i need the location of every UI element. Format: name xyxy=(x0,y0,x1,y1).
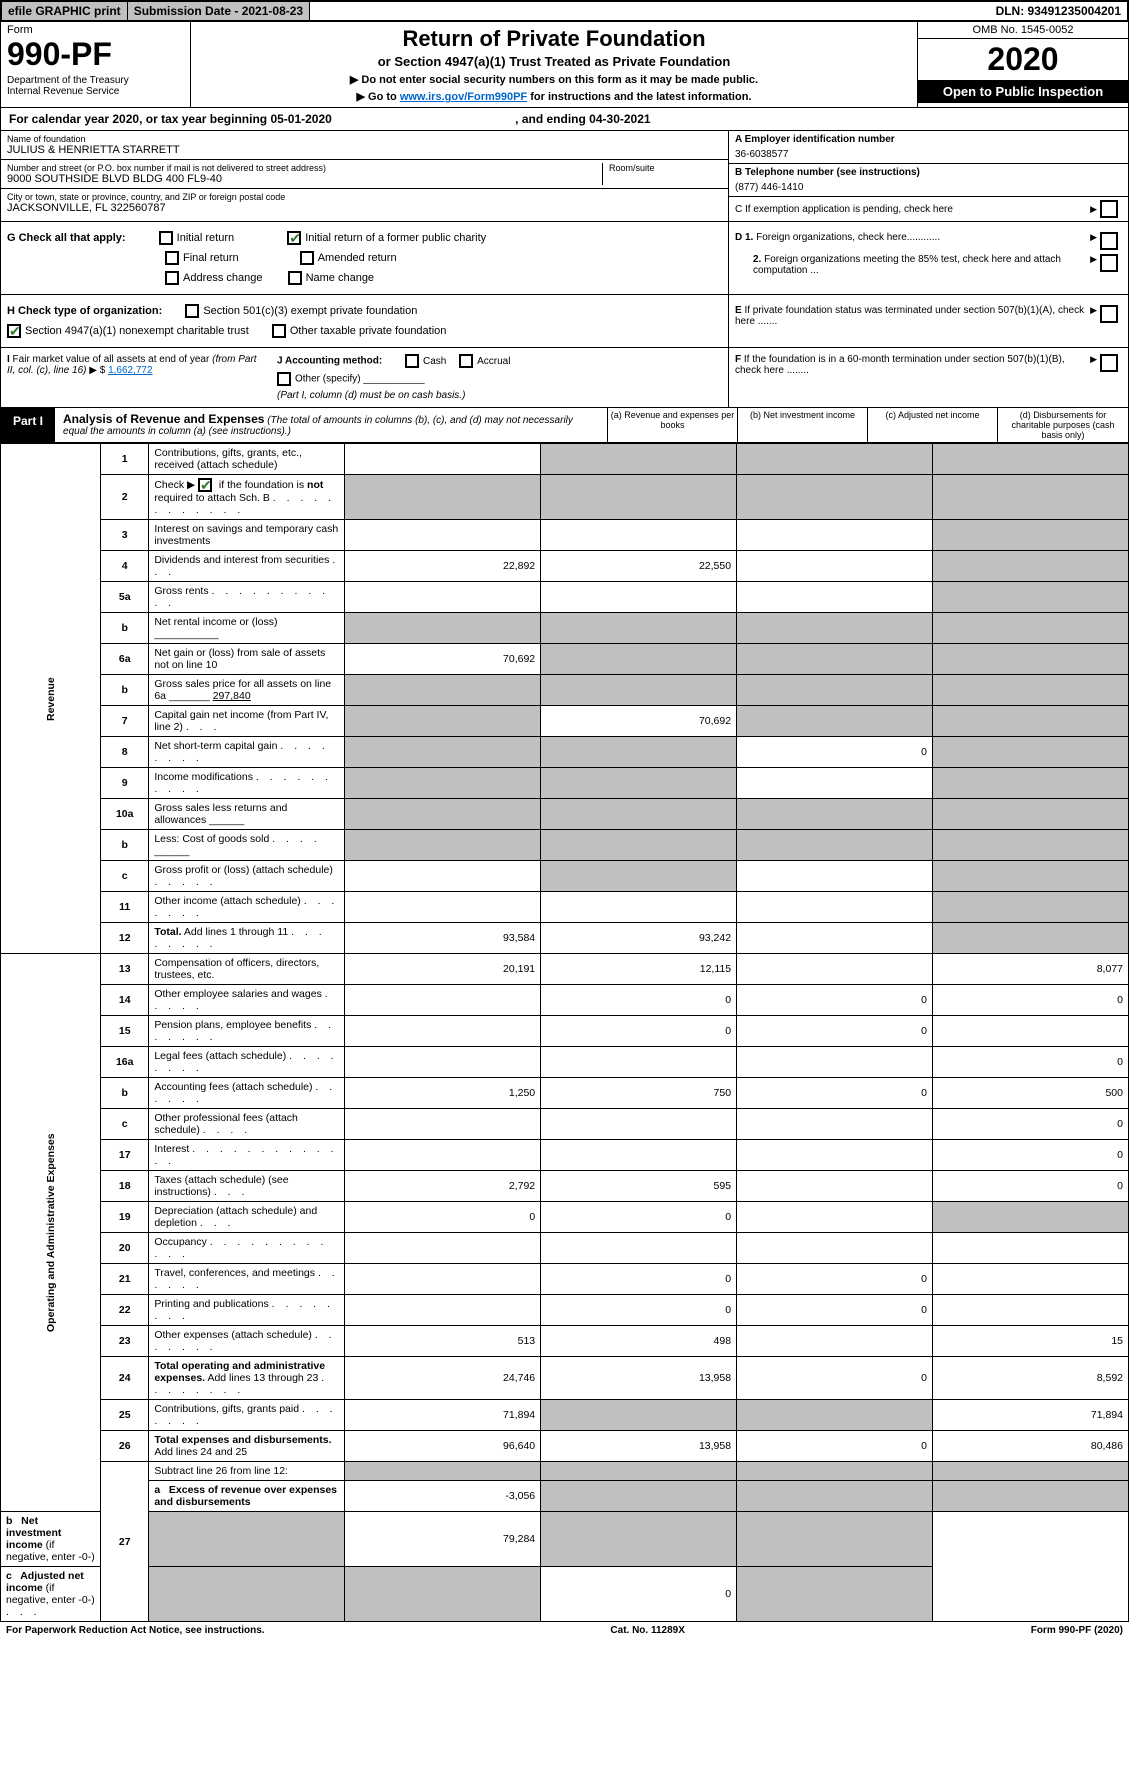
form-number: 990-PF xyxy=(7,36,184,73)
city: JACKSONVILLE, FL 322560787 xyxy=(7,202,722,214)
efile-label[interactable]: efile GRAPHIC print xyxy=(2,2,128,20)
entity-info: Name of foundation JULIUS & HENRIETTA ST… xyxy=(0,131,1129,222)
room-label: Room/suite xyxy=(609,163,722,173)
arrow-icon xyxy=(1090,305,1100,316)
h-block: H Check type of organization: Section 50… xyxy=(0,295,1129,348)
footer-right: Form 990-PF (2020) xyxy=(1031,1625,1123,1636)
footer-mid: Cat. No. 11289X xyxy=(610,1625,684,1636)
col-c-hdr: (c) Adjusted net income xyxy=(868,408,998,442)
e-checkbox[interactable] xyxy=(1100,305,1118,323)
c-label: C If exemption application is pending, c… xyxy=(735,204,1090,215)
name-change-checkbox[interactable] xyxy=(288,271,302,285)
ein-label: A Employer identification number xyxy=(735,134,1122,145)
g-label: G Check all that apply: xyxy=(7,232,126,244)
form-title: Return of Private Foundation xyxy=(195,26,913,52)
d2-checkbox[interactable] xyxy=(1100,254,1118,272)
form-note1: ▶ Do not enter social security numbers o… xyxy=(195,73,913,86)
irs-label: Internal Revenue Service xyxy=(7,86,184,97)
address: 9000 SOUTHSIDE BLVD BLDG 400 FL9-40 xyxy=(7,173,602,185)
schb-checkbox[interactable] xyxy=(198,478,212,492)
col-b-hdr: (b) Net investment income xyxy=(738,408,868,442)
g-block: G Check all that apply: Initial return I… xyxy=(0,222,1129,295)
submission-date: Submission Date - 2021-08-23 xyxy=(128,2,310,20)
s4947-checkbox[interactable] xyxy=(7,324,21,338)
arrow-icon xyxy=(1090,232,1100,243)
top-bar: efile GRAPHIC print Submission Date - 20… xyxy=(0,0,1129,22)
h-label: H Check type of organization: xyxy=(7,305,162,317)
col-a-hdr: (a) Revenue and expenses per books xyxy=(608,408,738,442)
tel-label: B Telephone number (see instructions) xyxy=(735,167,1122,178)
form-link[interactable]: www.irs.gov/Form990PF xyxy=(400,91,527,103)
part1-header: Part I Analysis of Revenue and Expenses … xyxy=(0,408,1129,443)
revenue-side: Revenue xyxy=(1,444,101,954)
dln: DLN: 93491235004201 xyxy=(990,2,1127,20)
s501-checkbox[interactable] xyxy=(185,304,199,318)
part-tag: Part I xyxy=(1,408,55,442)
part1-table: Revenue 1Contributions, gifts, grants, e… xyxy=(0,443,1129,1622)
dept-label: Department of the Treasury xyxy=(7,75,184,86)
col-d-hdr: (d) Disbursements for charitable purpose… xyxy=(998,408,1128,442)
final-checkbox[interactable] xyxy=(165,251,179,265)
ein: 36-6038577 xyxy=(735,149,1122,160)
ij-block: I Fair market value of all assets at end… xyxy=(0,348,1129,408)
tax-year: 2020 xyxy=(918,39,1128,80)
page-footer: For Paperwork Reduction Act Notice, see … xyxy=(0,1622,1129,1639)
initial-checkbox[interactable] xyxy=(159,231,173,245)
telephone: (877) 446-1410 xyxy=(735,182,1122,193)
fmv-link[interactable]: 1,662,772 xyxy=(108,365,153,376)
arrow-icon xyxy=(1090,204,1100,215)
arrow-icon xyxy=(1090,354,1100,376)
amended-checkbox[interactable] xyxy=(300,251,314,265)
addr-label: Number and street (or P.O. box number if… xyxy=(7,163,602,173)
d1-checkbox[interactable] xyxy=(1100,232,1118,250)
foundation-name: JULIUS & HENRIETTA STARRETT xyxy=(7,144,722,156)
form-note2: ▶ Go to www.irs.gov/Form990PF for instru… xyxy=(195,90,913,103)
name-label: Name of foundation xyxy=(7,134,722,144)
other-tax-checkbox[interactable] xyxy=(272,324,286,338)
footer-left: For Paperwork Reduction Act Notice, see … xyxy=(6,1625,265,1636)
other-acct-checkbox[interactable] xyxy=(277,372,291,386)
form-label: Form xyxy=(7,24,184,36)
f-checkbox[interactable] xyxy=(1100,354,1118,372)
open-public: Open to Public Inspection xyxy=(918,80,1128,103)
form-header: Form 990-PF Department of the Treasury I… xyxy=(0,22,1129,108)
city-label: City or town, state or province, country… xyxy=(7,192,722,202)
calendar-year-row: For calendar year 2020, or tax year begi… xyxy=(0,108,1129,131)
accrual-checkbox[interactable] xyxy=(459,354,473,368)
expenses-side: Operating and Administrative Expenses xyxy=(1,954,101,1512)
omb-number: OMB No. 1545-0052 xyxy=(918,22,1128,39)
c-checkbox[interactable] xyxy=(1100,200,1118,218)
addr-change-checkbox[interactable] xyxy=(165,271,179,285)
form-subtitle: or Section 4947(a)(1) Trust Treated as P… xyxy=(195,54,913,69)
arrow-icon xyxy=(1090,254,1100,265)
cash-checkbox[interactable] xyxy=(405,354,419,368)
initial-former-checkbox[interactable] xyxy=(287,231,301,245)
